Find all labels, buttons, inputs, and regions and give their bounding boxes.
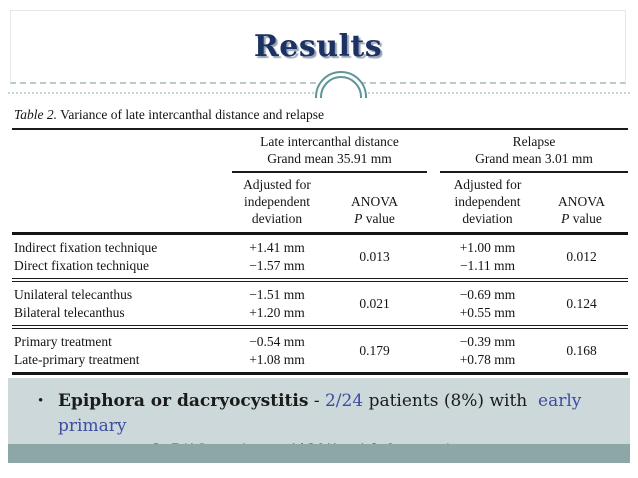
row3-dev1-a: −0.54 mm [249, 334, 305, 349]
table-caption-text: Variance of late intercanthal distance a… [57, 107, 325, 122]
row3-label2: Late-primary treatment [14, 351, 140, 367]
page-title: Results [253, 29, 383, 64]
row1-label2: Direct fixation technique [14, 257, 149, 273]
row2-labels: Unilateral telecanthus Bilateral telecan… [12, 280, 232, 329]
row3-deviation-1: −0.54 mm +1.08 mm [232, 327, 322, 375]
group2-line1: Relapse [512, 134, 556, 149]
group2-line2: Grand mean 3.01 mm [475, 151, 593, 166]
row1-gap [427, 233, 440, 282]
row2-label1: Unilateral telecanthus [14, 287, 133, 302]
adjusted1-line1: Adjusted for [243, 177, 311, 192]
adjusted1-line2: independent [244, 194, 310, 209]
circle-ornament-icon [314, 70, 372, 98]
group1-line1: Late intercanthal distance [260, 134, 399, 149]
adjusted2-line3: deviation [462, 211, 513, 226]
row3-labels: Primary treatment Late-primary treatment [12, 327, 232, 375]
row1-deviation-1: +1.41 mm −1.57 mm [232, 233, 322, 282]
row1-pvalue-1: 0.013 [322, 233, 427, 282]
adjusted1-line3: deviation [251, 211, 303, 226]
bullet-term: Epiphora or dacryocystitis [58, 391, 309, 411]
table-caption-label: Table 2. [14, 107, 58, 122]
table-subheader-row: Adjusted for independent deviation ANOVA… [12, 172, 629, 235]
row3-pvalue-2: 0.168 [535, 327, 629, 375]
table-row-telecanthus: Unilateral telecanthus Bilateral telecan… [12, 280, 629, 329]
row1-dev2-a: +1.00 mm [459, 240, 516, 255]
subheader-anova-1: ANOVA P value [322, 172, 427, 235]
table-row-fixation: Indirect fixation technique Direct fixat… [12, 233, 629, 282]
bullet-marker: • [38, 393, 44, 409]
anova1-value-word: value [362, 211, 395, 226]
row2-deviation-2: −0.69 mm +0.55 mm [440, 280, 535, 329]
group-header-intercanthal: Late intercanthal distance Grand mean 35… [232, 129, 427, 173]
ornament-inner-ring [320, 76, 362, 98]
adjusted2-line2: independent [454, 194, 521, 209]
bullet-ratio-early: 2/24 [324, 391, 364, 411]
row2-deviation-1: −1.51 mm +1.20 mm [232, 280, 322, 329]
row1-dev1-b: −1.57 mm [249, 257, 305, 273]
results-table-scan: Table 2. Variance of late intercanthal d… [12, 106, 629, 375]
row2-gap [427, 280, 440, 329]
row3-pvalue-1: 0.179 [322, 327, 427, 375]
row1-label1: Indirect fixation technique [14, 240, 158, 255]
row2-dev2-a: −0.69 mm [459, 287, 516, 302]
row3-deviation-2: −0.39 mm +0.78 mm [440, 327, 535, 375]
table-row-treatment: Primary treatment Late-primary treatment… [12, 327, 629, 375]
row2-dev1-a: −1.51 mm [249, 287, 305, 302]
row3-label1: Primary treatment [14, 334, 112, 349]
row2-pvalue-1: 0.021 [322, 280, 427, 329]
table-group-header-row: Late intercanthal distance Grand mean 35… [12, 129, 629, 173]
group1-line2: Grand mean 35.91 mm [267, 151, 392, 166]
group-gap [427, 129, 440, 172]
row2-dev1-b: +1.20 mm [249, 304, 305, 320]
row1-labels: Indirect fixation technique Direct fixat… [12, 233, 232, 282]
footer-band [8, 444, 630, 463]
row3-dev2-a: −0.39 mm [459, 334, 516, 349]
subheader-gap [427, 172, 440, 235]
anova2-line2: P value [535, 210, 628, 227]
row1-dev1-a: +1.41 mm [249, 240, 305, 255]
adjusted2-line1: Adjusted for [453, 177, 522, 192]
bullet-dash: - [308, 391, 325, 411]
table-caption: Table 2. Variance of late intercanthal d… [14, 106, 628, 124]
ornament-outer-ring [315, 71, 367, 98]
bullet-line1-plain: patients (8%) with [363, 391, 539, 411]
subheader-adjusted-1: Adjusted for independent deviation [232, 172, 322, 235]
row3-gap [427, 327, 440, 375]
subheader-anova-2: ANOVA P value [535, 172, 629, 235]
anova1-p: P [354, 211, 363, 226]
row1-pvalue-2: 0.012 [535, 233, 629, 282]
row3-dev2-b: +0.78 mm [459, 351, 516, 367]
results-table: Late intercanthal distance Grand mean 35… [12, 128, 629, 375]
row3-dev1-b: +1.08 mm [249, 351, 305, 367]
row2-pvalue-2: 0.124 [535, 280, 629, 329]
group-header-stub [12, 129, 232, 172]
anova2-value-word: value [569, 211, 602, 226]
row2-dev2-b: +0.55 mm [459, 304, 516, 320]
bullet-panel: • Epiphora or dacryocystitis - 2/24 pati… [8, 378, 630, 461]
row1-dev2-b: −1.11 mm [459, 257, 516, 273]
row2-label2: Bilateral telecanthus [14, 304, 125, 320]
subheader-adjusted-2: Adjusted for independent deviation [440, 172, 535, 235]
anova1-line1: ANOVA [350, 194, 398, 209]
anova2-p: P [561, 211, 570, 226]
anova2-line1: ANOVA [558, 194, 606, 209]
subheader-stub [12, 172, 232, 235]
bullet-line-1: Epiphora or dacryocystitis - 2/24 patien… [58, 389, 630, 439]
group-header-relapse: Relapse Grand mean 3.01 mm [440, 129, 629, 173]
bullet-early-primary: early primary [58, 391, 582, 436]
row1-deviation-2: +1.00 mm −1.11 mm [440, 233, 535, 282]
anova1-line2: P value [322, 210, 427, 227]
